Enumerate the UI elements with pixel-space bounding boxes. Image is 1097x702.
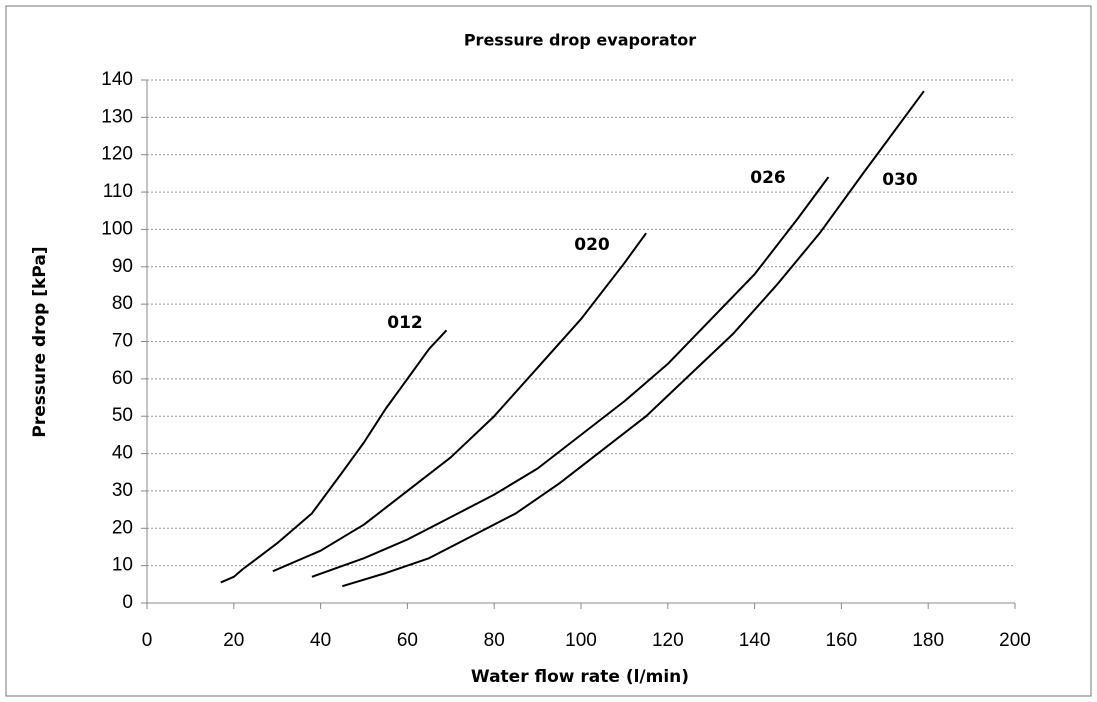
- y-tick-label: 70: [112, 331, 133, 352]
- x-tick-label: 180: [912, 630, 944, 651]
- y-tick-label: 60: [112, 368, 133, 389]
- y-tick-label: 100: [101, 218, 133, 239]
- x-tick-label: 200: [999, 630, 1031, 651]
- x-tick-label: 80: [484, 630, 505, 651]
- y-tick-label: 120: [101, 144, 133, 165]
- y-tick-label: 40: [112, 443, 133, 464]
- x-axis-label: Water flow rate (l/min): [471, 667, 689, 687]
- x-tick-label: 0: [142, 630, 153, 651]
- x-tick-label: 20: [223, 630, 244, 651]
- x-tick-label: 140: [739, 630, 771, 651]
- y-tick-label: 0: [122, 592, 133, 613]
- y-tick-label: 130: [101, 106, 133, 127]
- series-label: 026: [750, 168, 786, 188]
- y-tick-label: 30: [112, 480, 133, 501]
- chart-frame: [5, 5, 1092, 697]
- x-tick-label: 60: [397, 630, 418, 651]
- y-axis-label: Pressure drop [kPa]: [30, 246, 50, 437]
- y-tick-label: 90: [112, 256, 133, 277]
- x-tick-label: 160: [826, 630, 858, 651]
- y-tick-label: 50: [112, 405, 133, 426]
- series-line: [311, 176, 830, 578]
- series-line: [342, 90, 925, 588]
- series-line: [220, 329, 448, 584]
- y-tick-label: 80: [112, 293, 133, 314]
- y-tick-label: 10: [112, 555, 133, 576]
- y-tick-label: 140: [101, 69, 133, 90]
- series-label: 012: [387, 313, 423, 333]
- x-tick-label: 40: [310, 630, 331, 651]
- series-label: 020: [574, 235, 610, 255]
- y-tick-label: 20: [112, 517, 133, 538]
- chart-title: Pressure drop evaporator: [464, 31, 696, 50]
- x-tick-label: 100: [565, 630, 597, 651]
- series-line: [272, 232, 647, 573]
- x-tick-label: 120: [652, 630, 684, 651]
- y-tick-label: 110: [103, 181, 133, 202]
- series-label: 030: [882, 170, 918, 190]
